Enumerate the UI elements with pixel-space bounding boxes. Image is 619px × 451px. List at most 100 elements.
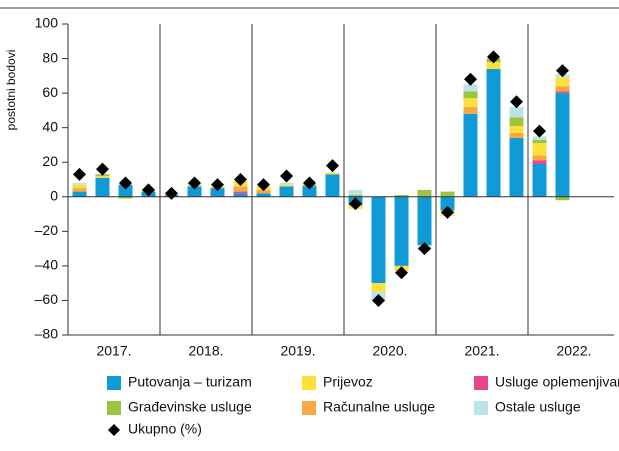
bar-segment [233,193,248,197]
bar-segment [95,177,110,197]
y-tick-label: 0 [50,187,58,203]
legend-label: Usluge oplemenjivanja [495,374,619,390]
y-tick-label: 100 [35,15,59,31]
bar-segment [394,196,409,266]
total-marker [487,50,500,64]
bar-segment [532,155,547,161]
bar-segment [72,191,87,197]
bar-segment [118,184,133,197]
total-marker [326,159,339,173]
bar-segment [555,93,570,197]
bar-segment [72,188,87,192]
bar-segment [325,174,340,197]
legend-swatch [302,401,316,415]
bar-segment [463,84,478,92]
bar-segment [187,186,202,197]
bar-segment [463,106,478,114]
bar-segment [555,196,570,201]
bar-segment [440,196,455,211]
total-marker [119,176,132,190]
total-marker [395,266,408,280]
bar-segment [509,117,524,126]
bar-segment [463,113,478,197]
bar-segment [95,176,110,178]
bar-segment [279,182,294,185]
total-marker [165,186,178,200]
bar-segment [72,184,87,189]
bar-segment [417,189,432,197]
bar-segment [532,163,547,197]
y-axis-label: postotni bodovi [4,50,18,131]
legend-swatch [107,376,121,390]
y-tick-label: –80 [35,326,59,342]
legend-label: Prijevoz [323,374,373,390]
legend-label: Ukupno (%) [128,421,202,437]
y-tick-label: 60 [42,84,58,100]
group-label: 2020. [372,343,407,359]
total-marker [372,293,385,307]
bar-segment [509,132,524,139]
bar-segment [486,68,501,197]
bar-segment [463,98,478,107]
legend-label: Građevinske usluge [128,399,252,415]
bar-segment [210,188,225,197]
total-marker [418,242,431,256]
total-marker [464,72,477,86]
y-tick-label: –60 [35,291,59,307]
total-marker [441,205,454,219]
bar-segment [532,143,547,156]
bar-segment [348,189,363,196]
total-marker [234,173,247,186]
y-tick-label: 80 [42,49,58,65]
bar-segment [555,77,570,87]
bar-segment [486,62,501,69]
total-marker [349,197,362,211]
bar-segment [394,195,409,197]
total-marker [73,167,86,181]
legend-label: Ostale usluge [495,399,581,415]
y-tick-label: –20 [35,222,59,238]
bar-segment [279,186,294,197]
total-marker [142,183,155,197]
bar-segment [440,191,455,197]
total-marker [280,169,293,183]
total-marker [96,162,109,176]
bar-segment [302,186,317,197]
legend-swatch [107,401,121,415]
legend-label: Računalne usluge [323,399,435,415]
bar-segment [555,91,570,94]
bar-segment [532,160,547,164]
total-marker [257,178,270,192]
total-marker [188,176,201,190]
bar-segment [509,106,524,118]
bar-segment [463,91,478,99]
bar-segment [532,139,547,144]
group-label: 2018. [188,343,223,359]
bar-segment [532,136,547,140]
y-tick-label: 40 [42,118,58,134]
bar-segment [509,138,524,197]
bar-segment [417,196,432,246]
group-label: 2017. [96,343,131,359]
bar-segment [279,184,294,187]
legend-swatch [302,376,316,390]
legend-swatch [474,376,488,390]
bar-segment [233,186,248,192]
group-label: 2019. [280,343,315,359]
total-marker [533,124,546,138]
bar-segment [348,195,363,197]
bar-segment [555,86,570,92]
bar-segment [325,172,340,175]
bar-segment [72,182,87,185]
legend-marker [108,424,120,436]
group-label: 2021. [464,343,499,359]
bar-segment [256,193,271,197]
legend-label: Putovanja – turizam [128,374,252,390]
bar-segment [256,189,271,194]
y-tick-label: 20 [42,153,58,169]
total-marker [556,64,569,78]
bar-segment [371,283,386,292]
y-tick-label: –40 [35,257,59,273]
bar-segment [509,125,524,133]
